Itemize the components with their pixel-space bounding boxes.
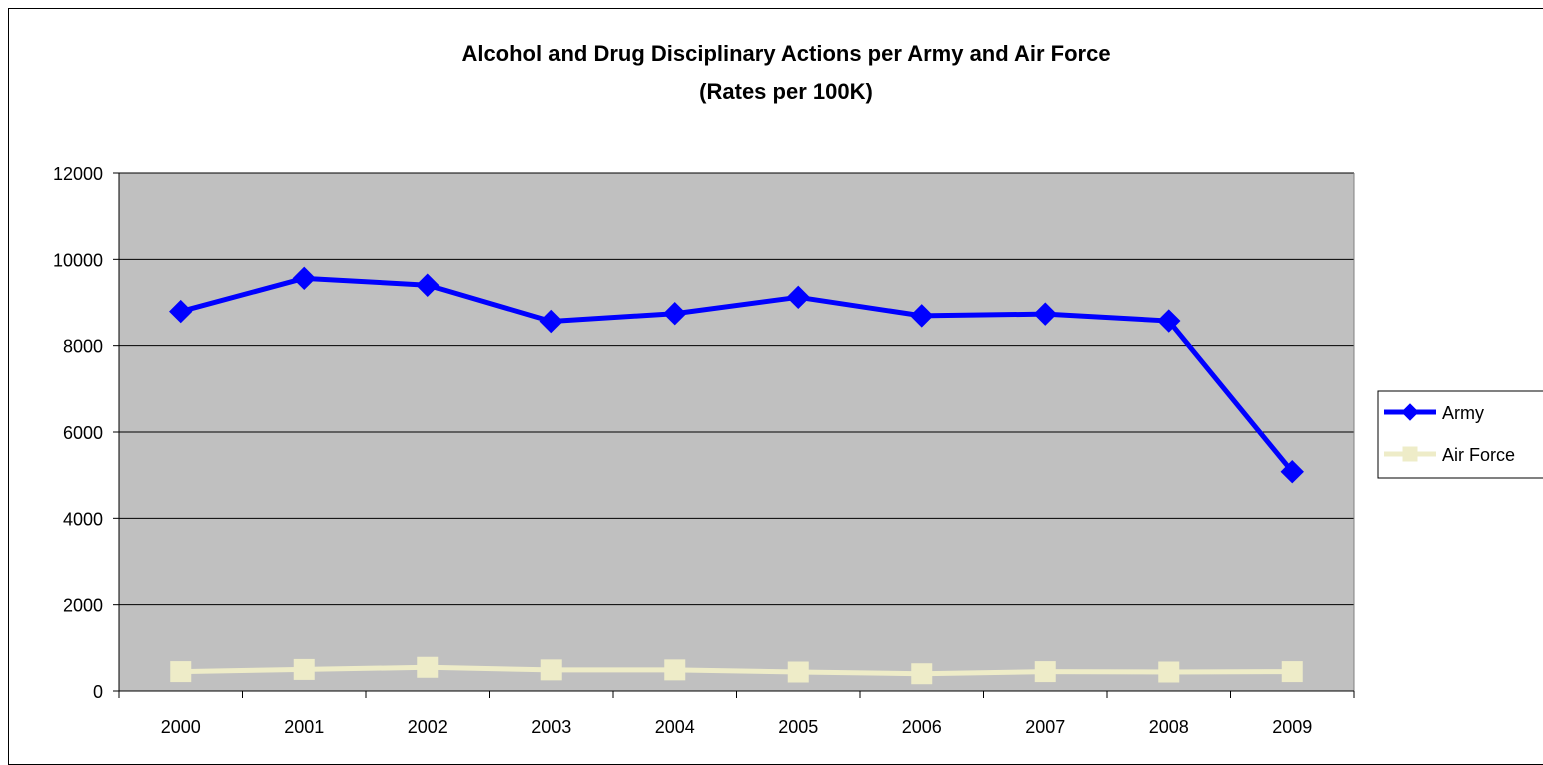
x-tick-label: 2006: [902, 717, 942, 737]
legend-label-army: Army: [1442, 403, 1484, 423]
data-point-army: [1280, 460, 1304, 484]
legend-swatch-marker-army: [1401, 403, 1419, 421]
series-line-army: [180, 275, 1295, 474]
x-tick-label: 2004: [655, 717, 695, 737]
data-point-army: [786, 285, 810, 310]
data-point-army: [910, 304, 934, 328]
x-tick-label: 2009: [1272, 717, 1312, 737]
x-tick-label: 2003: [531, 717, 571, 737]
y-tick-label: 2000: [63, 596, 103, 616]
x-tick-label: 2007: [1025, 717, 1065, 737]
y-tick-label: 12000: [53, 164, 103, 184]
data-point-air-force: [911, 663, 933, 685]
plot-area: 0 2000 4000 6000 8000 10000 12000 2000 2001 2002 2…: [53, 164, 1355, 737]
data-point-army: [169, 299, 193, 324]
chart-subtitle: (Rates per 100K): [699, 79, 873, 104]
legend: Army Air Force: [1377, 390, 1543, 479]
legend-box: [1377, 390, 1543, 479]
y-tick-label: 4000: [63, 509, 103, 529]
x-tick-label: 2000: [161, 717, 201, 737]
x-tick-label: 2002: [408, 717, 448, 737]
data-point-air-force: [664, 659, 686, 681]
x-tick-label: 2001: [284, 717, 324, 737]
data-point-air-force: [1281, 661, 1303, 683]
chart-title: Alcohol and Drug Disciplinary Actions pe…: [461, 41, 1110, 66]
data-point-army: [1157, 309, 1181, 333]
legend-label-air-force: Air Force: [1442, 445, 1515, 465]
y-tick-label: 0: [93, 682, 103, 702]
legend-swatch-marker-air-force: [1402, 446, 1418, 462]
data-point-air-force: [540, 659, 562, 681]
data-point-air-force: [787, 661, 809, 683]
data-point-army: [539, 309, 563, 334]
y-tick-label: 10000: [53, 250, 103, 270]
data-point-army: [1033, 302, 1057, 326]
x-tick-label: 2008: [1149, 717, 1189, 737]
series-line-air-force: [180, 664, 1293, 677]
data-point-air-force: [1034, 661, 1056, 683]
x-tick-label: 2005: [778, 717, 818, 737]
data-point-air-force: [170, 661, 192, 683]
data-point-air-force: [1158, 661, 1180, 683]
data-point-army: [416, 273, 440, 297]
y-tick-label: 8000: [63, 337, 103, 357]
data-point-air-force: [293, 658, 315, 680]
y-tick-label: 6000: [63, 423, 103, 443]
data-point-army: [292, 266, 316, 291]
data-point-army: [663, 302, 687, 326]
data-point-air-force: [417, 656, 439, 678]
